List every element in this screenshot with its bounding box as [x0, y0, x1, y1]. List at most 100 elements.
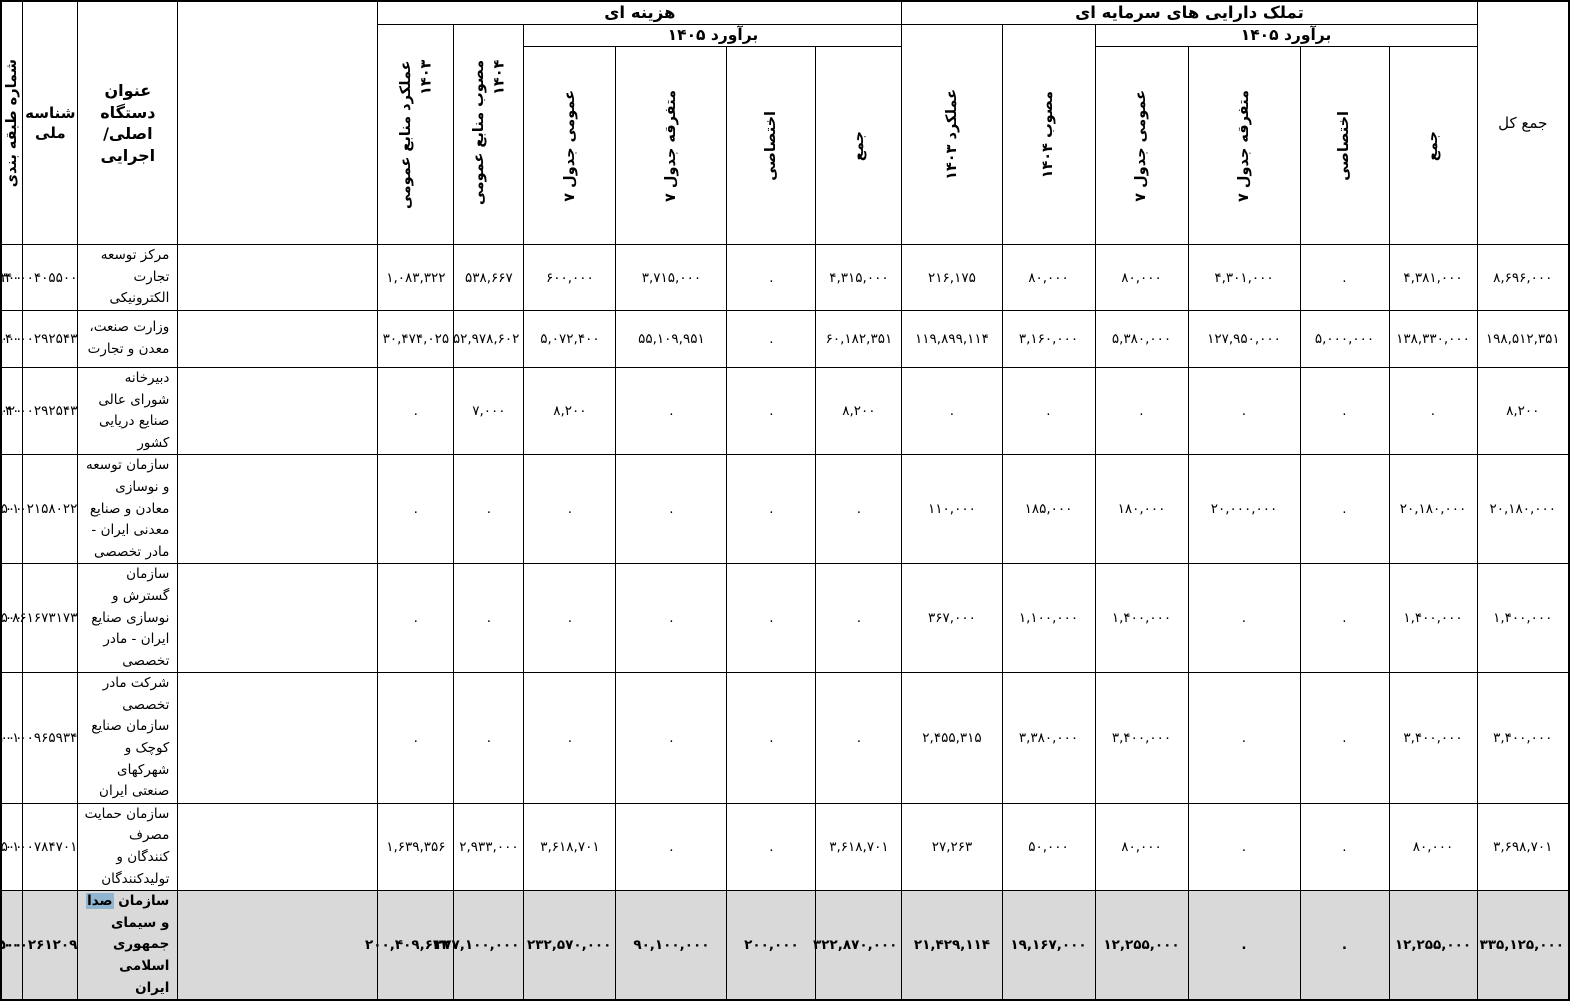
cell-cap-sum: ۴,۳۸۱,۰۰۰ [1388, 244, 1478, 311]
cell-exp-misc-table7: . [615, 802, 728, 892]
cell-approved-public-1404: . [453, 454, 525, 565]
header-actual-public-resources-1403-label: عملکرد منابع عمومی ۱۴۰۳ [397, 59, 434, 209]
header-capital-misc-table7-label: متفرقه جدول ۷ [1235, 89, 1252, 202]
header-actual-public-resources-1403: عملکرد منابع عمومی ۱۴۰۳ [377, 24, 455, 246]
header-spacer [177, 0, 379, 245]
cell-exp-misc-table7: . [615, 563, 728, 674]
cell-national-id: ۱۴۰۰۰۲۹۲۵۴۳ [0, 309, 79, 368]
cell-cap-public-table7: ۵,۳۸۰,۰۰۰ [1094, 309, 1189, 368]
cell-cap-sum: ۱۳۸,۳۳۰,۰۰۰ [1388, 309, 1478, 368]
header-capital-actual-1403-label: عملکرد ۱۴۰۳ [943, 89, 960, 181]
table-body: ۸,۶۹۶,۰۰۰ ۴,۳۸۱,۰۰۰. ۴,۳۰۱,۰۰۰ ۸۰,۰۰۰ ۸۰,۰۰۰… [0, 244, 1570, 1001]
cell-agency-title: سازمان صدا و سیمای جمهوری اسلامی ایران [77, 890, 179, 1001]
header-agency-title-label: عنوان دستگاه اصلی/اجرایی [100, 80, 156, 165]
cell-cap-misc-table7: . [1187, 672, 1301, 804]
cell-exp-misc-table7: ۵۵,۱۰۹,۹۵۱ [615, 309, 728, 368]
cell-exp-misc-table7: ۳,۷۱۵,۰۰۰ [615, 244, 728, 311]
cell-national-id: ۱۴۰۰۰۲۶۱۲۰۹ [0, 890, 79, 1001]
cell-spacer [177, 309, 379, 368]
cell-actual-public-1403: . [377, 454, 455, 565]
cell-spacer [177, 802, 379, 892]
cell-grand-total: ۳,۴۰۰,۰۰۰ [1476, 672, 1570, 804]
cell-cap-misc-table7: ۱۲۷,۹۵۰,۰۰۰ [1187, 309, 1301, 368]
cell-actual-public-1403: ۳۰,۴۷۴,۰۲۵ [377, 309, 455, 368]
cell-approved-public-1404: ۵۳۸,۶۶۷ [453, 244, 525, 311]
cell-exp-dedicated: . [726, 672, 817, 804]
cell-exp-sum: ۳,۶۱۸,۷۰۱ [815, 802, 903, 892]
cell-exp-dedicated: . [726, 244, 817, 311]
cell-cap-approved-1404: ۵۰,۰۰۰ [1001, 802, 1096, 892]
cell-cap-approved-1404: ۱,۱۰۰,۰۰۰ [1001, 563, 1096, 674]
cell-exp-public-table7: ۸,۲۰۰ [523, 366, 617, 456]
cell-exp-public-table7: ۵,۰۷۲,۴۰۰ [523, 309, 617, 368]
header-class-code: شماره طبقه بندی [0, 0, 24, 246]
cell-actual-public-1403: . [377, 672, 455, 804]
cell-cap-approved-1404: ۱۹,۱۶۷,۰۰۰ [1001, 890, 1096, 1001]
header-expense-dedicated: اختصاصی [726, 46, 817, 246]
cell-exp-misc-table7: ۹۰,۱۰۰,۰۰۰ [615, 890, 728, 1001]
cell-grand-total: ۲۰,۱۸۰,۰۰۰ [1476, 454, 1570, 565]
header-capital-dedicated: اختصاصی [1299, 46, 1390, 246]
cell-cap-public-table7: ۱۲,۲۵۵,۰۰۰ [1094, 890, 1189, 1001]
header-capital-dedicated-label: اختصاصی [1336, 110, 1353, 181]
cell-cap-sum: ۳,۴۰۰,۰۰۰ [1388, 672, 1478, 804]
cell-cap-sum: . [1388, 366, 1478, 456]
cell-class-code: ۱۴۷۳۰۰ [0, 244, 24, 311]
cell-approved-public-1404: ۲,۹۳۳,۰۰۰ [453, 802, 525, 892]
table-row: ۸,۶۹۶,۰۰۰ ۴,۳۸۱,۰۰۰. ۴,۳۰۱,۰۰۰ ۸۰,۰۰۰ ۸۰,۰۰۰… [0, 244, 1570, 311]
cell-cap-sum: ۱۲,۲۵۵,۰۰۰ [1388, 890, 1478, 1001]
cell-spacer [177, 672, 379, 804]
header-expense-estimate-1405: برآورد ۱۴۰۵ [523, 24, 903, 48]
cell-agency-title: سازمان گسترش و نوسازی صنایع ایران - مادر… [77, 563, 179, 674]
cell-agency-title: شرکت مادر تخصصی سازمان صنایع کوچک و شهرک… [77, 672, 179, 804]
header-row-groups: جمع کل تملک دارایی های سرمایه ای هزینه ا… [0, 0, 1570, 246]
cell-national-id: ۱۰۸۶۱۶۷۳۱۷۳ [0, 563, 79, 674]
cell-national-id: ۱۰۱۰۰۹۶۵۹۳۴ [0, 672, 79, 804]
cell-cap-public-table7: ۱,۴۰۰,۰۰۰ [1094, 563, 1189, 674]
header-approved-public-resources-1404: مصوب منابع عمومی ۱۴۰۴ [453, 24, 525, 246]
cell-cap-misc-table7: . [1187, 890, 1301, 1001]
table-header: جمع کل تملک دارایی های سرمایه ای هزینه ا… [0, 0, 1570, 246]
cell-exp-public-table7: ۳,۶۱۸,۷۰۱ [523, 802, 617, 892]
cell-national-id: ۱۰۱۰۰۷۸۴۷۰۱ [0, 802, 79, 892]
header-class-code-label: شماره طبقه بندی [4, 58, 21, 188]
cell-approved-public-1404: ۲۷۷,۱۰۰,۰۰۰ [435, 890, 525, 1001]
cell-grand-total: ۳۳۵,۱۲۵,۰۰۰ [1476, 890, 1570, 1001]
cell-spacer [177, 563, 379, 674]
header-capital-approved-1404-label: مصوب ۱۴۰۴ [1040, 91, 1057, 179]
cell-cap-approved-1404: ۳,۱۶۰,۰۰۰ [1001, 309, 1096, 368]
header-expense-misc-table7: متفرقه جدول ۷ [615, 46, 728, 246]
cell-class-code: ۱۵۵۰۰۰ [0, 309, 24, 368]
header-capital-public-table7: عمومی جدول ۷ [1094, 46, 1189, 246]
cell-cap-misc-table7: . [1187, 366, 1301, 456]
cell-actual-public-1403: . [377, 563, 455, 674]
cell-spacer [177, 454, 379, 565]
cell-cap-sum: ۱,۴۰۰,۰۰۰ [1388, 563, 1478, 674]
cell-national-id: ۱۴۰۰۰۴۰۵۵۰۰ [0, 244, 79, 311]
header-expense-public-table7-label: عمومی جدول ۷ [561, 89, 578, 202]
cell-exp-dedicated: . [726, 366, 817, 456]
cell-cap-dedicated: . [1299, 672, 1390, 804]
cell-actual-public-1403: ۱,۰۸۳,۳۲۲ [377, 244, 455, 311]
cell-class-code: ۱۵۵۰۲۰ [0, 366, 24, 456]
header-grand-total: جمع کل [1476, 0, 1570, 246]
cell-cap-public-table7: ۸۰,۰۰۰ [1094, 244, 1189, 311]
cell-exp-public-table7: . [523, 672, 617, 804]
table-row: ۱۹۸,۵۱۲,۳۵۱ ۱۳۸,۳۳۰,۰۰۰ ۵,۰۰۰,۰۰۰ ۱۲۷,۹۵۰,۰… [0, 309, 1570, 368]
cell-cap-actual-1403: . [901, 366, 1003, 456]
cell-agency-title: سازمان توسعه و نوسازی معادن و صنایع معدن… [77, 454, 179, 565]
cell-approved-public-1404: ۵۲,۹۷۸,۶۰۲ [453, 309, 525, 368]
header-capital-sum: جمع [1388, 46, 1478, 246]
cell-cap-misc-table7: ۲۰,۰۰۰,۰۰۰ [1187, 454, 1301, 565]
cell-cap-dedicated: . [1299, 802, 1390, 892]
cell-cap-sum: ۸۰,۰۰۰ [1388, 802, 1478, 892]
cell-cap-approved-1404: . [1001, 366, 1096, 456]
header-national-id-label: شناسه ملی [25, 103, 76, 143]
cell-exp-public-table7: . [523, 563, 617, 674]
cell-exp-sum: ۸,۲۰۰ [815, 366, 903, 456]
cell-national-id: ۱۴۰۰۰۲۹۲۵۴۳ [0, 366, 79, 456]
cell-exp-sum: . [815, 454, 903, 565]
cell-cap-public-table7: ۳,۴۰۰,۰۰۰ [1094, 672, 1189, 804]
cell-spacer [177, 244, 379, 311]
